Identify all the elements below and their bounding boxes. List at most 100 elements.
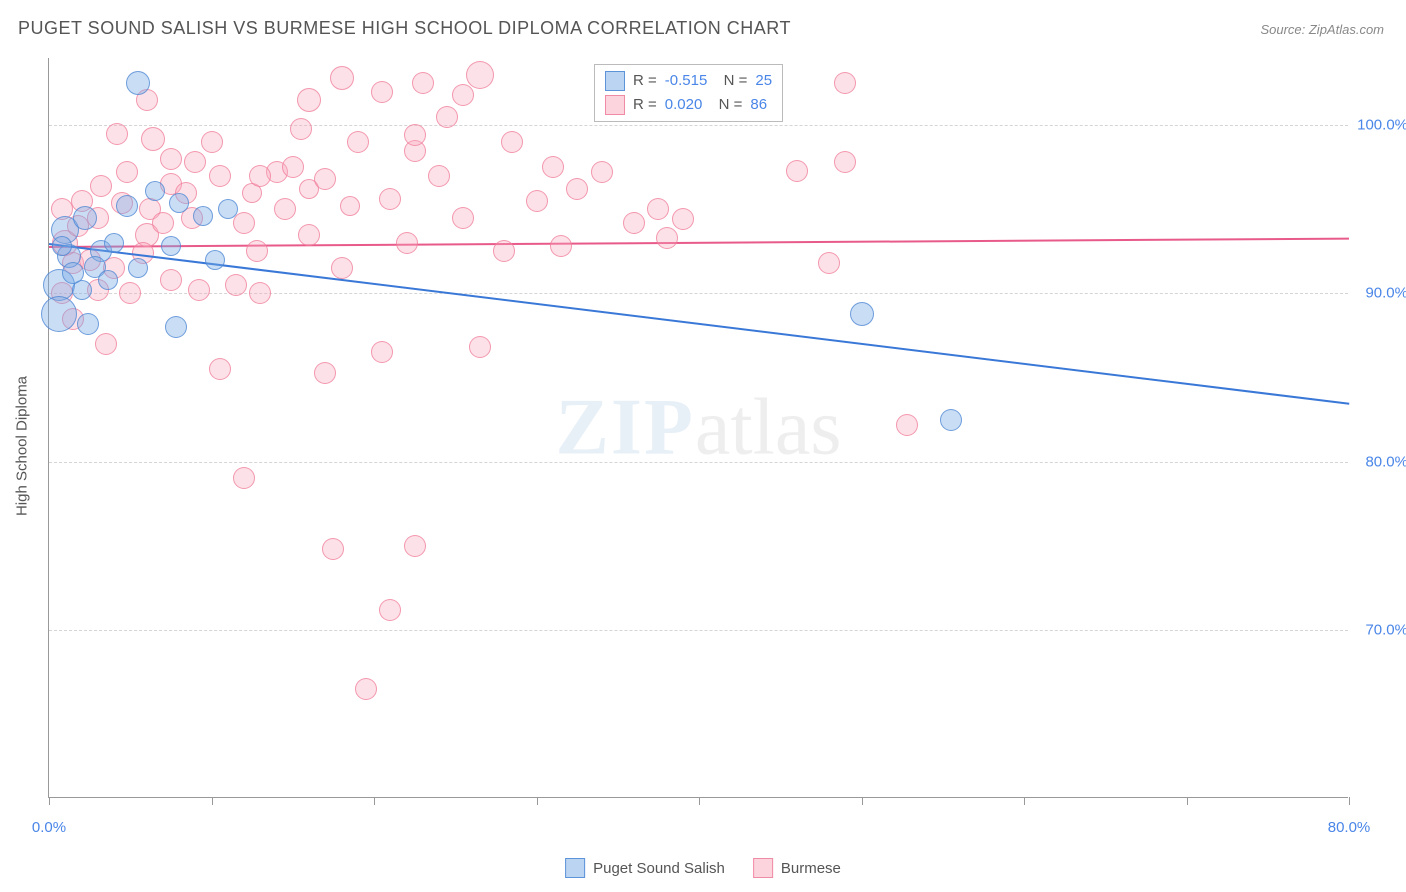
scatter-point [647, 198, 669, 220]
scatter-point [466, 61, 494, 89]
scatter-point [104, 233, 124, 253]
scatter-point [379, 599, 401, 621]
scatter-point [249, 282, 271, 304]
scatter-point [160, 269, 182, 291]
scatter-point [331, 257, 353, 279]
scatter-point [493, 240, 515, 262]
correl-row: R = -0.515 N = 25 [605, 69, 772, 93]
scatter-point [940, 409, 962, 431]
correl-row: R = 0.020 N = 86 [605, 93, 772, 117]
n-label: N = [715, 69, 747, 93]
scatter-point [298, 224, 320, 246]
scatter-point [452, 207, 474, 229]
scatter-point [623, 212, 645, 234]
scatter-point [314, 362, 336, 384]
trendline-puget-sound-salish [49, 243, 1349, 405]
n-value: 86 [750, 93, 767, 117]
scatter-point [169, 193, 189, 213]
scatter-point [161, 236, 181, 256]
scatter-point [290, 118, 312, 140]
scatter-point [340, 196, 360, 216]
xtick-label: 0.0% [32, 819, 66, 836]
legend-swatch [605, 95, 625, 115]
trendline-burmese [49, 238, 1349, 248]
legend-swatch [753, 858, 773, 878]
xtick [212, 797, 213, 805]
gridline-h [49, 462, 1348, 463]
scatter-point [128, 258, 148, 278]
scatter-point [404, 535, 426, 557]
legend-swatch [565, 858, 585, 878]
legend-item: Burmese [753, 858, 841, 878]
scatter-point [233, 212, 255, 234]
legend-item: Puget Sound Salish [565, 858, 725, 878]
scatter-point [193, 206, 213, 226]
scatter-point [73, 206, 97, 230]
scatter-point [591, 161, 613, 183]
scatter-point [160, 148, 182, 170]
watermark: ZIPatlas [556, 382, 842, 473]
scatter-point [52, 236, 72, 256]
xtick [862, 797, 863, 805]
scatter-point [188, 279, 210, 301]
scatter-point [98, 270, 118, 290]
ytick-label: 100.0% [1357, 117, 1406, 134]
xtick [699, 797, 700, 805]
plot-area: ZIPatlas R = -0.515 N = 25R = 0.020 N = … [48, 58, 1348, 798]
scatter-point [41, 296, 77, 332]
scatter-point [152, 212, 174, 234]
gridline-h [49, 125, 1348, 126]
correlation-legend: R = -0.515 N = 25R = 0.020 N = 86 [594, 64, 783, 122]
scatter-point [72, 280, 92, 300]
series-legend: Puget Sound Salish Burmese [565, 858, 841, 878]
scatter-point [225, 274, 247, 296]
watermark-left: ZIP [556, 383, 695, 471]
scatter-point [355, 678, 377, 700]
scatter-point [526, 190, 548, 212]
scatter-point [119, 282, 141, 304]
scatter-point [396, 232, 418, 254]
scatter-point [469, 336, 491, 358]
xtick [1024, 797, 1025, 805]
scatter-point [501, 131, 523, 153]
scatter-point [436, 106, 458, 128]
scatter-point [371, 341, 393, 363]
xtick [374, 797, 375, 805]
scatter-point [274, 198, 296, 220]
xtick [49, 797, 50, 805]
xtick [1187, 797, 1188, 805]
scatter-point [850, 302, 874, 326]
scatter-point [141, 127, 165, 151]
scatter-point [95, 333, 117, 355]
y-axis-label: High School Diploma [14, 376, 31, 516]
scatter-point [116, 195, 138, 217]
scatter-point [834, 72, 856, 94]
gridline-h [49, 630, 1348, 631]
source-label: Source: ZipAtlas.com [1260, 22, 1384, 37]
scatter-point [818, 252, 840, 274]
scatter-point [77, 313, 99, 335]
scatter-point [282, 156, 304, 178]
scatter-point [218, 199, 238, 219]
scatter-point [786, 160, 808, 182]
legend-swatch [605, 71, 625, 91]
n-value: 25 [755, 69, 772, 93]
scatter-point [428, 165, 450, 187]
scatter-point [371, 81, 393, 103]
scatter-point [347, 131, 369, 153]
r-label: R = [633, 69, 657, 93]
scatter-point [896, 414, 918, 436]
scatter-point [404, 124, 426, 146]
r-value: -0.515 [665, 69, 708, 93]
scatter-point [412, 72, 434, 94]
scatter-point [322, 538, 344, 560]
scatter-point [233, 467, 255, 489]
scatter-point [834, 151, 856, 173]
scatter-point [542, 156, 564, 178]
scatter-point [246, 240, 268, 262]
xtick [537, 797, 538, 805]
scatter-point [209, 358, 231, 380]
scatter-point [566, 178, 588, 200]
scatter-point [201, 131, 223, 153]
legend-label: Burmese [781, 860, 841, 877]
